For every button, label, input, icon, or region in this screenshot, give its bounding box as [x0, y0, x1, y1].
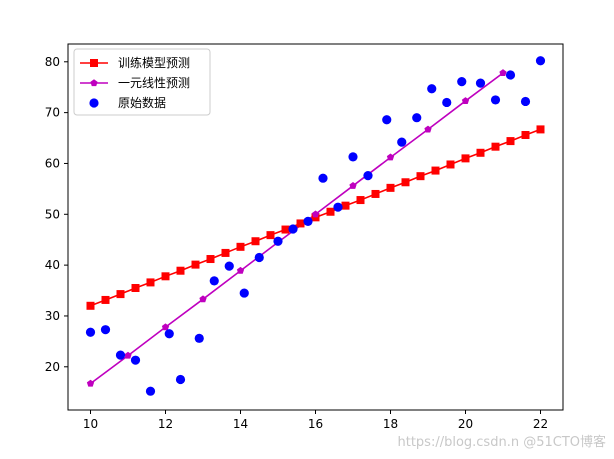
- training-model-prediction-point: [296, 219, 305, 228]
- training-model-prediction-point: [131, 284, 140, 292]
- y-tick-label: 60: [45, 156, 60, 170]
- x-tick-label: 22: [533, 417, 548, 431]
- training-model-prediction-point: [206, 255, 215, 264]
- raw-data-point: [348, 152, 358, 162]
- training-model-prediction-point: [326, 207, 335, 216]
- raw-data-point: [254, 252, 264, 263]
- series-lines: [90, 72, 541, 385]
- raw-data-point: [85, 327, 96, 337]
- training-model-prediction-point: [521, 130, 530, 139]
- raw-data-point: [457, 77, 467, 87]
- legend-linear-prediction-marker: [90, 79, 98, 87]
- linear-prediction-point: [124, 351, 132, 359]
- series-markers: [85, 56, 546, 396]
- training-model-prediction-point: [191, 260, 200, 269]
- linear-prediction-point: [349, 182, 357, 189]
- training-model-prediction-point: [446, 160, 455, 169]
- raw-data-point: [194, 333, 204, 343]
- raw-data-point: [535, 56, 546, 66]
- training-model-prediction-point: [371, 189, 380, 198]
- training-model-prediction-point: [356, 196, 365, 205]
- raw-data-point: [115, 350, 126, 360]
- raw-data-point: [382, 115, 392, 125]
- training-model-prediction-point: [476, 148, 485, 157]
- training-model-prediction-point: [491, 142, 500, 151]
- x-tick-label: 12: [158, 417, 173, 431]
- raw-data-point: [397, 137, 407, 147]
- training-model-prediction-point: [386, 183, 395, 192]
- raw-data-point: [490, 95, 501, 105]
- legend-raw-data-label: 原始数据: [118, 95, 166, 110]
- y-tick-label: 50: [45, 207, 60, 221]
- raw-data-point: [209, 276, 219, 286]
- y-tick-label: 30: [45, 309, 60, 323]
- training-model-prediction-point: [461, 154, 470, 163]
- training-model-prediction-point: [146, 278, 155, 287]
- linear-prediction-point: [499, 69, 507, 77]
- raw-data-point: [303, 216, 313, 227]
- legend-linear-prediction-label: 一元线性预测: [118, 76, 190, 90]
- raw-data-point: [520, 96, 531, 107]
- legend-raw-data-marker: [89, 98, 99, 108]
- x-tick-label: 10: [83, 417, 98, 431]
- training-model-prediction-point: [251, 237, 260, 246]
- raw-data-point: [442, 97, 452, 108]
- raw-data-point: [333, 202, 343, 212]
- raw-data-point: [239, 288, 249, 298]
- raw-data-point: [412, 113, 422, 123]
- legend-training-model-prediction-label: 训练模型预测: [118, 55, 190, 70]
- training-model-prediction-point: [176, 266, 185, 275]
- training-model-prediction-point: [236, 242, 245, 251]
- training-model-prediction-point: [281, 225, 290, 234]
- x-tick-label: 14: [233, 417, 248, 431]
- y-tick-label: 20: [45, 360, 60, 374]
- linear-prediction-point: [461, 97, 470, 105]
- raw-data-point: [175, 374, 186, 385]
- linear-prediction-point: [161, 323, 170, 331]
- training-model-prediction-point: [161, 272, 170, 281]
- training-model-prediction-point: [101, 295, 110, 304]
- training-model-prediction-point: [416, 172, 425, 181]
- training-model-prediction-point: [401, 178, 410, 187]
- x-tick-label: 20: [458, 417, 473, 431]
- legend-box: [73, 48, 211, 116]
- training-model-prediction-point: [266, 231, 275, 240]
- legend-training-model-prediction-marker: [90, 59, 98, 67]
- training-model-prediction-point: [116, 290, 125, 299]
- raw-data-point: [145, 386, 156, 396]
- y-tick-label: 40: [45, 258, 60, 272]
- linear-prediction-point: [424, 125, 432, 133]
- y-tick-label: 80: [45, 55, 60, 69]
- raw-data-point: [505, 70, 516, 80]
- training-model-prediction-point: [431, 166, 440, 175]
- axis-ticks: 10 12 14 16 18 20 22 20 30 40 50 60 70 80: [45, 55, 548, 431]
- raw-data-point: [224, 261, 234, 271]
- linear-prediction-point: [199, 295, 207, 303]
- training-model-prediction-point: [86, 301, 95, 310]
- raw-data-point: [475, 78, 486, 88]
- raw-data-point: [318, 173, 328, 183]
- training-model-prediction-point: [221, 248, 230, 257]
- training-model-prediction-point: [506, 137, 515, 146]
- linear-prediction-point: [236, 266, 245, 274]
- watermark-text: https://blog.csdn.n @51CTO博客: [397, 434, 606, 450]
- x-tick-label: 18: [383, 417, 398, 431]
- linear-prediction-point: [311, 210, 320, 218]
- training-model-prediction-point: [341, 201, 350, 210]
- linear-prediction-point: [86, 379, 95, 387]
- raw-data-point: [130, 355, 141, 365]
- y-tick-label: 70: [45, 106, 60, 120]
- raw-data-point: [164, 329, 174, 339]
- linear-prediction-point: [386, 153, 395, 161]
- raw-data-point: [273, 236, 283, 246]
- raw-data-point: [288, 224, 298, 234]
- x-tick-label: 16: [308, 417, 323, 431]
- raw-data-point: [363, 171, 373, 181]
- raw-data-point: [427, 84, 437, 94]
- raw-data-point: [100, 325, 111, 335]
- training-model-prediction-point: [536, 125, 545, 134]
